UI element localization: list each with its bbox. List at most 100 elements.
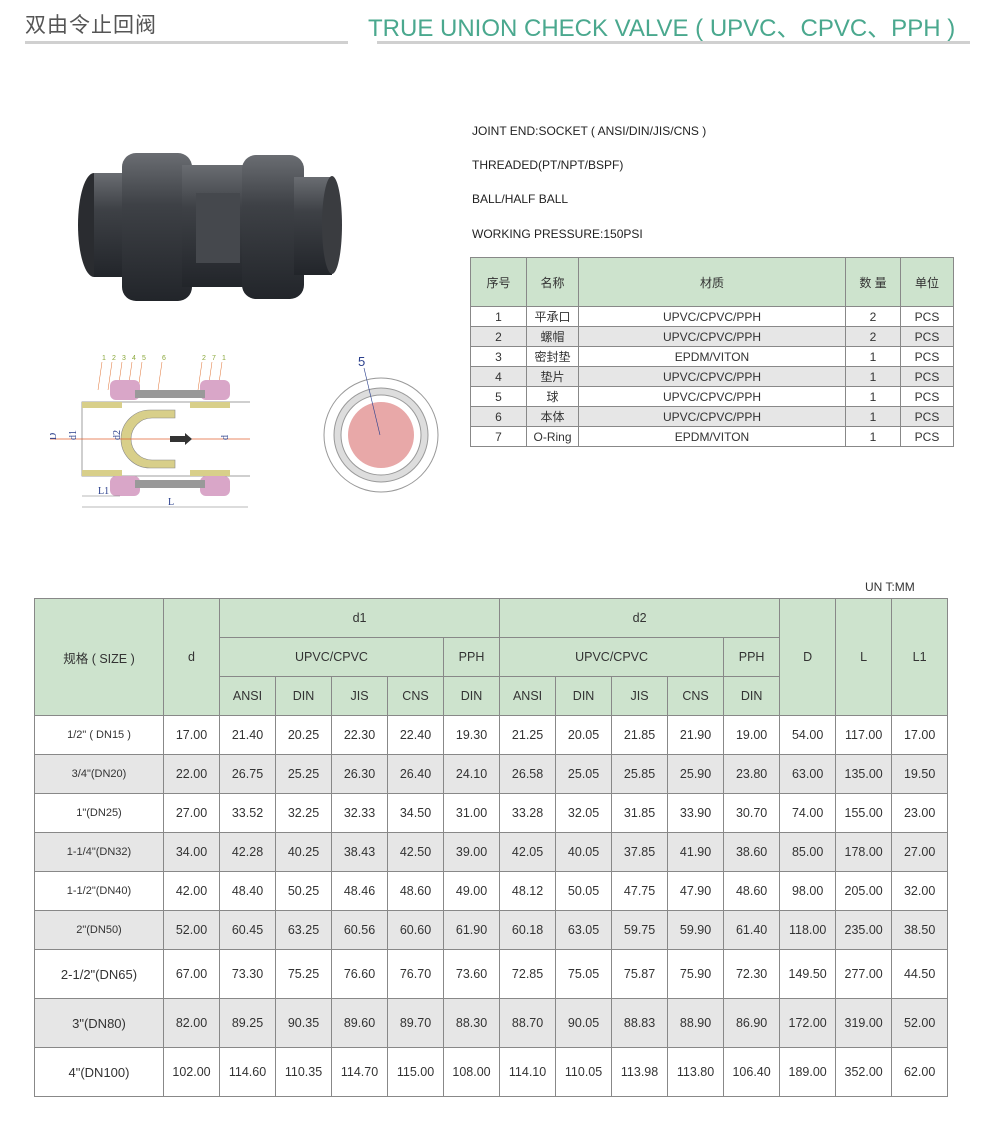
value-cell: 50.05 [555, 871, 613, 911]
value-cell: 114.10 [499, 1047, 557, 1097]
size-cell: 1-1/4"(DN32) [34, 832, 164, 872]
value-cell: 48.60 [387, 871, 444, 911]
parts-cell: 7 [470, 426, 527, 447]
value-cell: 135.00 [835, 754, 893, 794]
value-cell: 21.85 [611, 715, 669, 755]
parts-cell: PCS [900, 326, 954, 347]
ball-section-drawing: 5 [323, 354, 439, 493]
value-cell: 17.00 [163, 715, 220, 755]
value-cell: 42.50 [387, 832, 444, 872]
value-cell: 75.87 [611, 949, 669, 999]
value-cell: 75.05 [555, 949, 613, 999]
size-cell: 2"(DN50) [34, 910, 164, 950]
spec-joint-end: JOINT END:SOCKET ( ANSI/DIN/JIS/CNS ) [472, 124, 707, 138]
value-cell: 73.60 [442, 949, 501, 999]
parts-cell: PCS [900, 346, 954, 367]
parts-table-row: 3 密封垫 EPDM/VITON 1 PCS [470, 346, 954, 367]
dimensions-table-row: 1"(DN25) 27.00 33.52 32.25 32.33 34.50 31.00 33… [34, 793, 949, 833]
parts-cell: 本体 [526, 406, 579, 427]
spec-threaded: THREADED(PT/NPT/BSPF) [472, 158, 624, 172]
part-callout: 3 [122, 355, 126, 362]
value-cell: 63.00 [779, 754, 837, 794]
value-cell: 42.00 [163, 871, 220, 911]
value-cell: 32.05 [555, 793, 613, 833]
value-cell: 178.00 [835, 832, 893, 872]
value-cell: 52.00 [163, 910, 220, 950]
callout-leader-line [107, 361, 113, 391]
parts-header-cell: 名称 [526, 257, 579, 307]
value-cell: 88.70 [499, 998, 557, 1048]
parts-cell: UPVC/CPVC/PPH [578, 366, 846, 387]
value-cell: 24.10 [442, 754, 501, 794]
value-cell: 32.25 [275, 793, 332, 833]
parts-table: 序号 名称 材质数 量单位 1 平承口 UPVC/CPVC/PPH 2 PCS 2 螺帽 UPVC… [470, 257, 954, 447]
value-cell: 26.75 [219, 754, 276, 794]
value-cell: 52.00 [891, 998, 949, 1048]
value-cell: 89.70 [387, 998, 444, 1048]
dimension-label-L1: L1 [98, 486, 109, 497]
size-cell: 1"(DN25) [34, 793, 164, 833]
header-standard-ansi: ANSI [499, 676, 557, 716]
value-cell: 22.40 [387, 715, 444, 755]
value-cell: 74.00 [779, 793, 837, 833]
parts-table-row: 6 本体 UPVC/CPVC/PPH 1 PCS [470, 406, 954, 427]
value-cell: 40.05 [555, 832, 613, 872]
parts-cell: PCS [900, 406, 954, 427]
spec-working-pressure: WORKING PRESSURE:150PSI [472, 227, 643, 241]
value-cell: 47.90 [667, 871, 725, 911]
parts-table-row: 1 平承口 UPVC/CPVC/PPH 2 PCS [470, 306, 954, 327]
parts-cell: 2 [845, 306, 901, 327]
value-cell: 25.05 [555, 754, 613, 794]
parts-cell: 2 [845, 326, 901, 347]
value-cell: 110.05 [555, 1047, 613, 1097]
parts-header-cell: 单位 [900, 257, 954, 307]
value-cell: 189.00 [779, 1047, 837, 1097]
parts-cell: UPVC/CPVC/PPH [578, 306, 846, 327]
parts-cell: 1 [845, 366, 901, 387]
ball-callout-label: 5 [358, 354, 365, 369]
value-cell: 20.25 [275, 715, 332, 755]
callout-leader-line [197, 361, 203, 391]
part-callout: 7 [212, 355, 216, 362]
value-cell: 88.30 [442, 998, 501, 1048]
value-cell: 33.52 [219, 793, 276, 833]
value-cell: 85.00 [779, 832, 837, 872]
parts-cell: EPDM/VITON [578, 346, 846, 367]
header-d: d [163, 598, 220, 716]
value-cell: 60.60 [387, 910, 444, 950]
header-L1: L1 [891, 598, 949, 716]
size-cell: 2-1/2"(DN65) [34, 949, 164, 999]
value-cell: 113.98 [611, 1047, 669, 1097]
header-D: D [779, 598, 837, 716]
dimensions-table-row: 1/2" ( DN15 ) 17.00 21.40 20.25 22.30 22.40 19… [34, 715, 949, 755]
value-cell: 67.00 [163, 949, 220, 999]
size-cell: 4"(DN100) [34, 1047, 164, 1097]
parts-cell: PCS [900, 366, 954, 387]
parts-cell: 平承口 [526, 306, 579, 327]
value-cell: 86.90 [723, 998, 781, 1048]
value-cell: 117.00 [835, 715, 893, 755]
header-d1-pph: PPH [442, 637, 501, 677]
value-cell: 277.00 [835, 949, 893, 999]
value-cell: 172.00 [779, 998, 837, 1048]
value-cell: 88.83 [611, 998, 669, 1048]
parts-cell: EPDM/VITON [578, 426, 846, 447]
dimensions-table-row: 1-1/4"(DN32) 34.00 42.28 40.25 38.43 42.50 39.… [34, 832, 949, 872]
parts-cell: 5 [470, 386, 527, 407]
value-cell: 19.30 [442, 715, 501, 755]
callout-leader-line [97, 361, 103, 391]
value-cell: 110.35 [275, 1047, 332, 1097]
parts-cell: 2 [470, 326, 527, 347]
value-cell: 76.60 [331, 949, 388, 999]
dimensions-table-row: 2"(DN50) 52.00 60.45 63.25 60.56 60.60 61.90 60… [34, 910, 949, 950]
value-cell: 27.00 [891, 832, 949, 872]
title-underline [25, 41, 348, 44]
value-cell: 114.70 [331, 1047, 388, 1097]
value-cell: 37.85 [611, 832, 669, 872]
parts-cell: O-Ring [526, 426, 579, 447]
value-cell: 48.40 [219, 871, 276, 911]
value-cell: 19.00 [723, 715, 781, 755]
value-cell: 102.00 [163, 1047, 220, 1097]
dimensions-table: 规格 ( SIZE ) d d1 d2 D L L1 UPVC/CPVC PPH… [34, 598, 949, 1097]
